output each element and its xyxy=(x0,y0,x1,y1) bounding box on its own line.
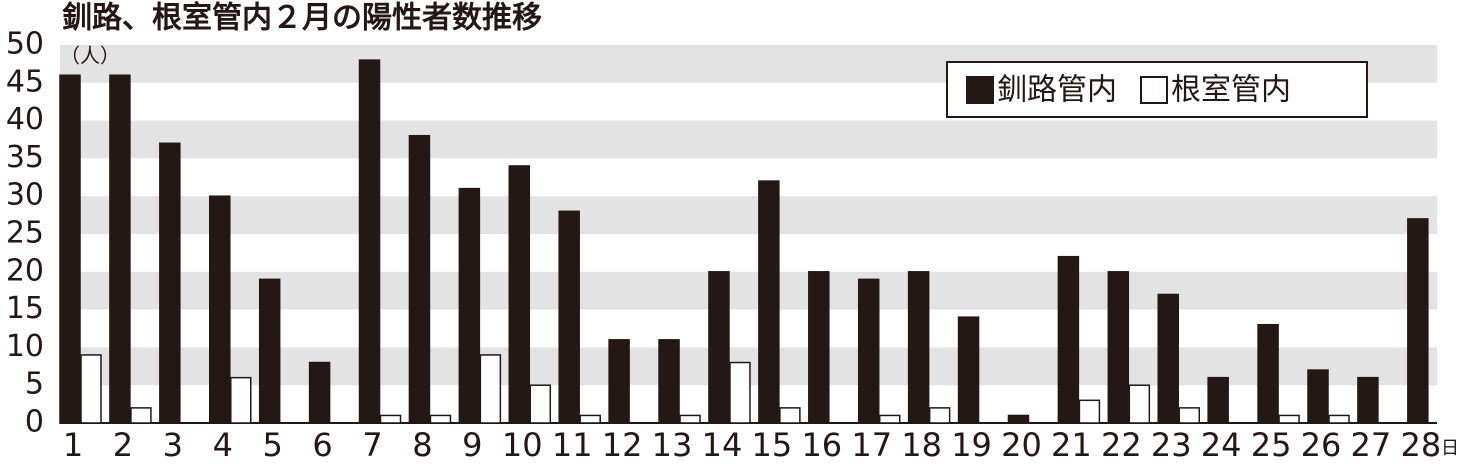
bar xyxy=(258,278,281,424)
bar xyxy=(1007,414,1030,424)
x-tick-label: 23 xyxy=(1151,426,1192,462)
x-tick-label: 5 xyxy=(263,426,283,462)
x-tick-label: 10 xyxy=(502,426,543,462)
bar xyxy=(479,354,502,424)
bar xyxy=(529,384,552,424)
x-tick-label: 22 xyxy=(1101,426,1142,462)
bar xyxy=(878,414,901,424)
x-tick-label: 24 xyxy=(1201,426,1242,462)
bar xyxy=(1328,414,1350,424)
x-tick-label: 14 xyxy=(702,426,743,462)
bar xyxy=(458,187,481,424)
bar xyxy=(857,278,880,424)
y-tick-label: 15 xyxy=(6,291,44,326)
y-tick-label: 0 xyxy=(25,405,44,440)
bar xyxy=(758,180,780,424)
y-tick-label: 5 xyxy=(25,367,44,402)
bar xyxy=(1057,255,1080,424)
bar xyxy=(379,414,402,424)
bar xyxy=(230,376,252,424)
bar xyxy=(408,134,431,424)
bar xyxy=(579,414,601,424)
x-tick-label: 3 xyxy=(163,426,183,462)
bar xyxy=(1357,376,1379,424)
grid-band xyxy=(60,196,1437,234)
bar xyxy=(1257,323,1279,424)
x-tick-label: 2 xyxy=(113,426,133,462)
y-tick-label: 20 xyxy=(6,253,44,288)
x-tick-label: 7 xyxy=(362,426,382,462)
bar xyxy=(679,414,701,424)
bar xyxy=(708,271,730,424)
bar xyxy=(508,165,531,424)
bar xyxy=(658,339,680,424)
x-tick-label: 12 xyxy=(602,426,643,462)
x-tick-label: 28 xyxy=(1400,426,1441,462)
x-tick-label: 13 xyxy=(652,426,693,462)
chart-title: 釧路、根室管内２月の陽性者数推移 xyxy=(62,1,542,36)
bar xyxy=(729,361,751,424)
bar xyxy=(1307,369,1329,424)
x-tick-label: 8 xyxy=(412,426,432,462)
y-tick-label: 30 xyxy=(6,178,44,213)
x-tick-label: 20 xyxy=(1001,426,1042,462)
y-tick-label: 25 xyxy=(6,216,44,251)
bar xyxy=(779,407,801,424)
bar xyxy=(1157,293,1179,424)
bar xyxy=(130,407,152,424)
y-tick-label: 50 xyxy=(6,27,44,62)
x-tick-label: 6 xyxy=(312,426,332,462)
bar xyxy=(1207,376,1229,424)
x-tick-label: 26 xyxy=(1301,426,1342,462)
y-unit-label: （人） xyxy=(60,44,120,68)
bar xyxy=(429,414,452,424)
bar xyxy=(1078,399,1101,424)
bar xyxy=(308,361,331,424)
legend-swatch xyxy=(966,76,994,104)
bar xyxy=(928,407,951,424)
y-tick-label: 45 xyxy=(6,64,44,99)
bar xyxy=(358,59,381,424)
bar xyxy=(957,316,980,424)
bar xyxy=(808,271,830,424)
bar xyxy=(1407,218,1429,424)
bar xyxy=(1107,271,1130,424)
x-tick-label: 11 xyxy=(552,426,593,462)
grid-band xyxy=(60,120,1437,159)
bar xyxy=(59,74,81,424)
x-tick-label: 18 xyxy=(901,426,942,462)
x-tick-label: 15 xyxy=(752,426,793,462)
x-unit-label: 日 xyxy=(1441,438,1459,459)
y-tick-label: 10 xyxy=(6,329,44,364)
y-tick-label: 40 xyxy=(6,102,44,137)
grid-band xyxy=(60,271,1437,310)
x-tick-label: 17 xyxy=(851,426,892,462)
x-tick-label: 9 xyxy=(462,426,482,462)
y-tick-label: 35 xyxy=(6,140,44,175)
x-tick-label: 21 xyxy=(1051,426,1092,462)
x-tick-label: 4 xyxy=(213,426,233,462)
bar xyxy=(1278,414,1300,424)
x-tick-label: 16 xyxy=(801,426,842,462)
bar xyxy=(80,354,102,424)
bar xyxy=(109,74,131,424)
x-tick-label: 27 xyxy=(1351,426,1392,462)
bar xyxy=(159,142,181,424)
legend-label: 釧路管内 xyxy=(997,73,1117,108)
x-tick-label: 1 xyxy=(63,426,83,462)
x-tick-label: 25 xyxy=(1251,426,1292,462)
x-tick-label: 19 xyxy=(951,426,992,462)
bar xyxy=(1178,407,1200,424)
bar xyxy=(209,195,231,424)
bar xyxy=(608,339,630,424)
bar xyxy=(558,210,580,424)
bar xyxy=(907,271,930,424)
legend-swatch xyxy=(1140,76,1168,104)
bar xyxy=(1128,384,1151,424)
legend-label: 根室管内 xyxy=(1171,73,1291,108)
